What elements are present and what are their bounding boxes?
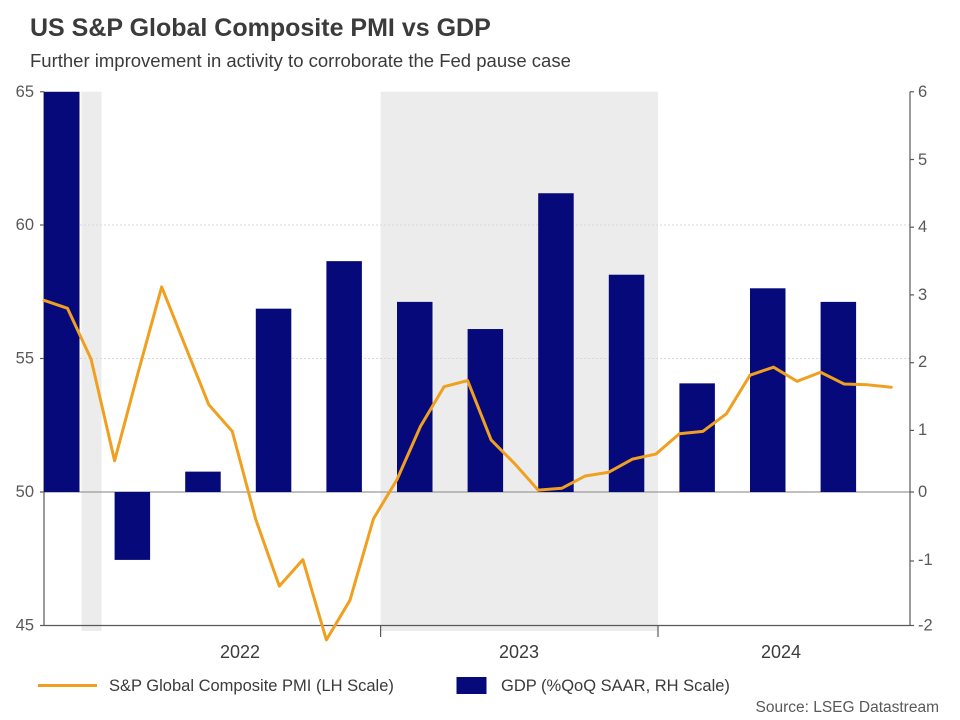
svg-text:2023: 2023	[499, 642, 539, 662]
svg-text:65: 65	[16, 83, 34, 101]
svg-text:2024: 2024	[761, 642, 801, 662]
svg-text:4: 4	[918, 218, 927, 236]
svg-text:-1: -1	[918, 551, 933, 569]
svg-text:1: 1	[918, 421, 927, 439]
svg-text:S&P Global Composite PMI (LH S: S&P Global Composite PMI (LH Scale)	[109, 677, 394, 695]
svg-text:60: 60	[16, 216, 34, 234]
svg-text:50: 50	[16, 483, 34, 501]
svg-text:Source: LSEG Datastream: Source: LSEG Datastream	[756, 699, 940, 716]
svg-text:55: 55	[16, 350, 34, 368]
svg-text:0: 0	[918, 483, 927, 501]
svg-text:-2: -2	[918, 617, 933, 635]
svg-text:3: 3	[918, 286, 927, 304]
svg-text:2: 2	[918, 353, 927, 371]
svg-text:2022: 2022	[220, 642, 260, 662]
svg-text:GDP (%QoQ SAAR, RH Scale): GDP (%QoQ SAAR, RH Scale)	[501, 677, 730, 695]
svg-text:45: 45	[16, 617, 34, 635]
svg-text:6: 6	[918, 83, 927, 101]
svg-text:5: 5	[918, 151, 927, 169]
